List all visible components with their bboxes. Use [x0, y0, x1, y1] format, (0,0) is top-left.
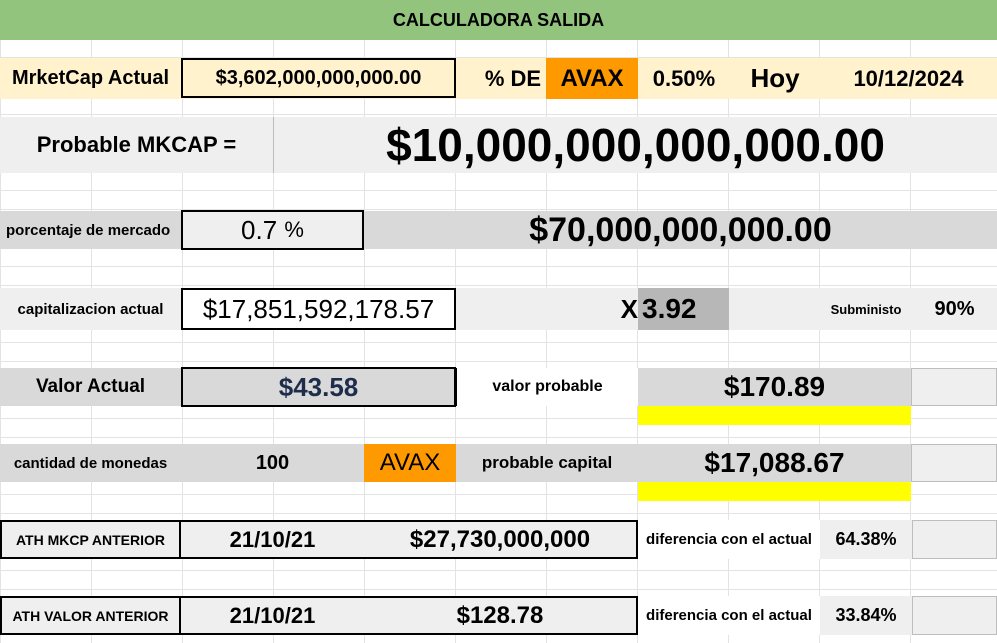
coins-label: cantidad de monedas	[13, 454, 168, 472]
probable-label: Probable MKCAP =	[36, 132, 237, 157]
current-cap-value[interactable]: $17,851,592,178.57	[181, 288, 456, 330]
ath-value-row	[0, 596, 997, 635]
coins-amount[interactable]: 100	[255, 451, 290, 474]
probable-capital-label: probable capital	[481, 453, 613, 472]
sheet-title: CALCULADORA SALIDA	[0, 0, 997, 40]
market-share-value: 0.7	[241, 214, 278, 245]
ath-value-label: ATH VALOR ANTERIOR	[0, 596, 181, 635]
ath-value-date[interactable]: 21/10/21	[181, 596, 364, 635]
current-cap-row	[0, 288, 997, 330]
coins-coin-badge[interactable]: AVAX	[364, 444, 456, 482]
ath-mkcp-date[interactable]: 21/10/21	[181, 520, 364, 559]
ath-mkcp-label: ATH MKCP ANTERIOR	[0, 520, 181, 559]
probable-value-highlight	[638, 406, 911, 425]
current-cap-label: capitalizacion actual	[17, 300, 164, 318]
pct-de-label: % DE	[484, 65, 542, 91]
market-share-row	[0, 211, 997, 249]
empty-cell	[911, 444, 997, 482]
probable-row	[0, 117, 997, 173]
probable-capital-value[interactable]: $17,088.67	[704, 447, 845, 478]
marketcap-value-cell[interactable]: $3,602,000,000,000.00	[181, 58, 456, 98]
probable-mkcap-value[interactable]: $10,000,000,000,000.00	[273, 117, 997, 173]
ath-value-value[interactable]: $128.78	[364, 596, 638, 635]
supply-value[interactable]: 90%	[934, 297, 975, 320]
market-share-input[interactable]: 0.7 %	[181, 210, 364, 250]
supply-label: Subministo	[830, 301, 902, 317]
probable-value-cell[interactable]: $170.89	[723, 371, 826, 402]
market-share-result[interactable]: $70,000,000,000.00	[529, 210, 832, 249]
date-cell[interactable]: 10/12/2024	[853, 65, 964, 91]
empty-cell	[912, 520, 997, 559]
empty-cell	[912, 596, 997, 635]
ath-mkcp-row	[0, 520, 997, 559]
coin-badge[interactable]: AVAX	[546, 58, 638, 99]
empty-cell	[911, 368, 997, 406]
ath-value-diff-value[interactable]: 33.84%	[835, 605, 897, 625]
ath-mkcp-diff-value[interactable]: 64.38%	[835, 529, 897, 549]
market-share-label: porcentaje de mercado	[6, 221, 171, 239]
current-value-cell[interactable]: $43.58	[181, 367, 456, 407]
ath-mkcp-value[interactable]: $27,730,000,000	[364, 520, 638, 559]
coins-row	[0, 444, 997, 482]
ath-mkcp-diff-label: diferencia con el actual	[638, 520, 820, 559]
hoy-label: Hoy	[750, 63, 800, 93]
marketcap-label: MrketCap Actual	[11, 67, 170, 89]
probable-value-label: valor probable	[456, 368, 638, 406]
ath-value-diff-label: diferencia con el actual	[638, 596, 820, 635]
probable-capital-highlight	[638, 482, 911, 501]
x-label: X	[620, 293, 638, 324]
multiplier-value[interactable]: 3.92	[638, 288, 729, 330]
market-share-unit: %	[284, 217, 304, 242]
pct-value[interactable]: 0.50%	[652, 65, 716, 91]
marketcap-row	[0, 58, 997, 99]
current-value-label: Valor Actual	[35, 376, 146, 397]
